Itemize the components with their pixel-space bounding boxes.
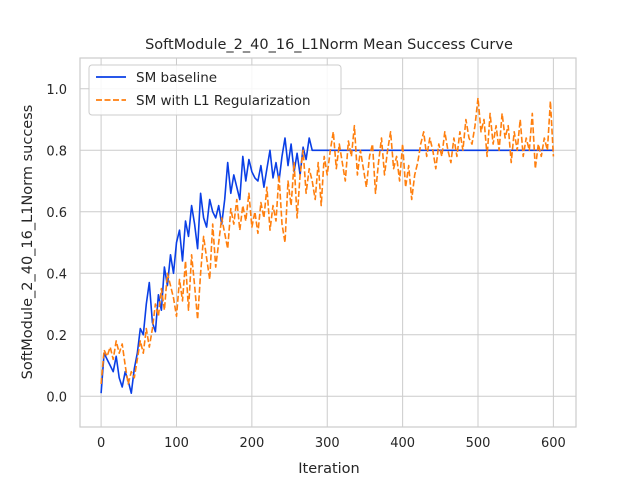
series-layer: [100, 97, 555, 395]
x-tick-label: 500: [466, 436, 491, 451]
legend-label-sm-l1: SM with L1 Regularization: [136, 93, 311, 109]
y-tick-label: 0.6: [46, 206, 67, 221]
y-tick-label: 0.4: [46, 267, 67, 282]
chart-title: SoftModule_2_40_16_L1Norm Mean Success C…: [145, 37, 513, 53]
y-tick-label: 0.2: [46, 329, 67, 344]
x-tick-label: 0: [97, 436, 105, 451]
ticks: 0 100 200 300 400 500 600 0.0 0.2 0.4 0.6 0.8 1.0: [46, 83, 565, 451]
x-tick-label: 600: [541, 436, 566, 451]
legend: SM baseline SM with L1 Regularization: [88, 64, 342, 116]
legend-box: [88, 64, 342, 116]
legend-label-sm-baseline: SM baseline: [136, 70, 217, 86]
y-tick-label: 0.8: [46, 144, 67, 159]
x-tick-label: 400: [390, 436, 415, 451]
y-tick-label: 1.0: [46, 83, 67, 98]
x-tick-label: 100: [164, 436, 189, 451]
y-tick-label: 0.0: [46, 390, 67, 405]
plot-frame: [79, 57, 577, 428]
series-line-sm-l1: [100, 97, 555, 385]
y-axis-label: SoftModule_2_40_16_L1Norm success: [20, 105, 36, 380]
x-axis-label: Iteration: [298, 461, 360, 477]
x-tick-label: 200: [239, 436, 264, 451]
x-tick-label: 300: [315, 436, 340, 451]
